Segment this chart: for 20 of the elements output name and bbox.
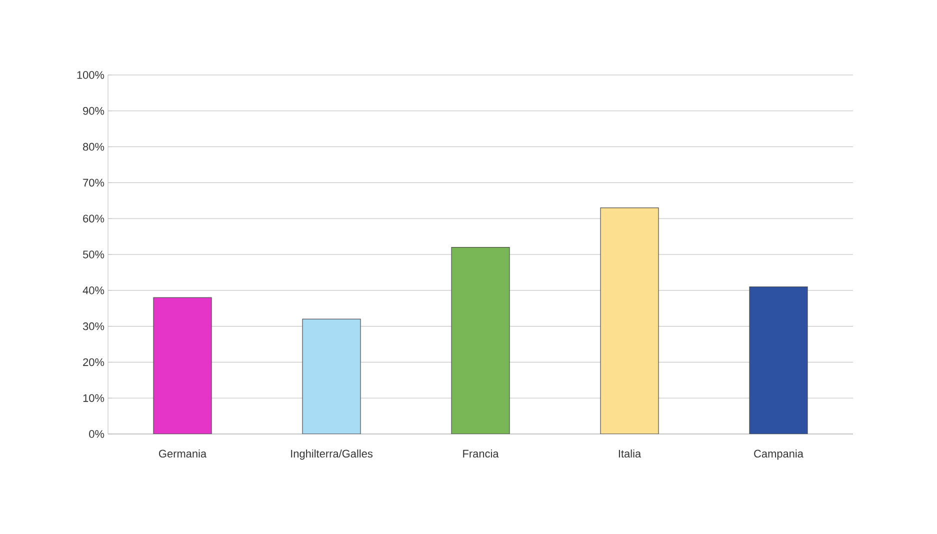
y-tick-label: 100% [77,71,104,79]
y-tick-label: 10% [83,394,104,402]
x-tick-label: Inghilterra/Galles [291,450,373,460]
y-tick-label: 40% [82,286,104,294]
y-tick-label: 20% [83,358,104,366]
x-tick-label: Germania [159,450,207,458]
y-tick-label: 30% [82,322,104,330]
x-tick-label: Campania [754,450,804,460]
y-tick-label: 90% [83,107,104,115]
x-tick-label: Italia [618,450,642,458]
x-tick-label: Francia [463,450,499,458]
bar [153,297,212,434]
y-tick-label: 60% [83,214,104,222]
y-tick-label: 50% [82,250,104,258]
y-tick-label: 80% [83,142,104,151]
bar [749,286,808,434]
y-tick-label: 70% [83,178,104,187]
bar [600,208,659,434]
bar [451,247,510,434]
y-tick-label: 0% [89,430,104,438]
